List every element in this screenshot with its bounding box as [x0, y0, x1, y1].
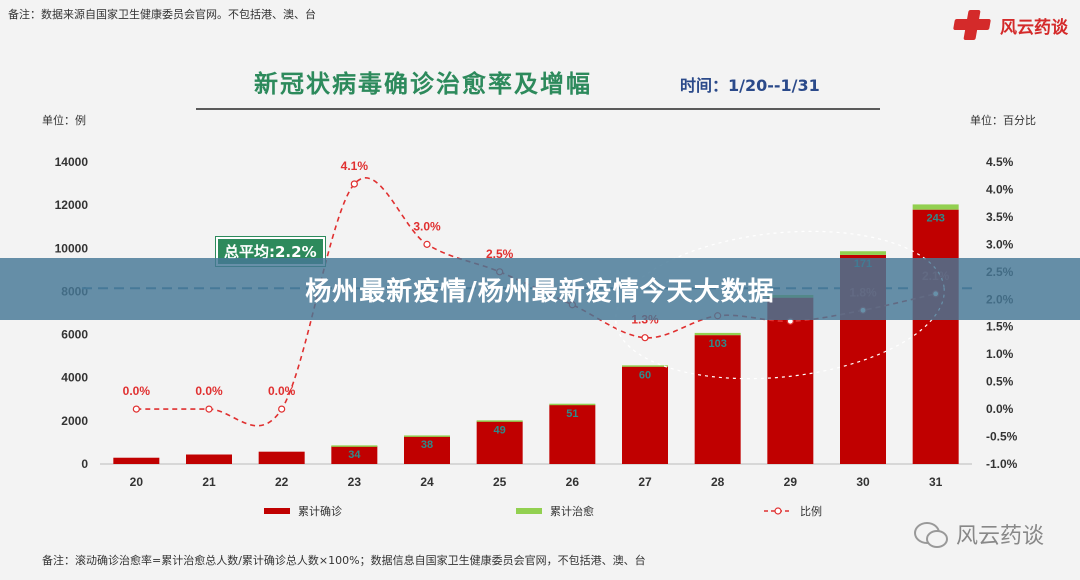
legend-label-confirmed: 累计确诊	[298, 505, 342, 518]
watermark-text: 风云药谈	[955, 524, 1044, 549]
legend-label-cured: 累计治愈	[550, 505, 594, 518]
bar-data-label: 243	[926, 213, 944, 225]
time-range: 时间：1/20--1/31	[680, 76, 820, 95]
brand-name: 风云药谈	[1000, 17, 1068, 38]
legend-ratio: 比例	[764, 503, 822, 519]
right-tick-label: -0.5%	[986, 430, 1018, 444]
bar-data-label: 34	[348, 449, 361, 461]
wechat-icon	[913, 520, 948, 548]
x-tick-label: 20	[130, 475, 144, 489]
legend-label-ratio: 比例	[800, 505, 822, 518]
bar-confirmed	[476, 421, 523, 464]
ratio-data-label: 4.1%	[341, 159, 369, 173]
source-note-bottom: 备注：滚动确诊治愈率=累计治愈总人数/累计确诊总人数×100%；数据信息自国家卫…	[42, 554, 646, 567]
source-note-top: 备注：数据来源自国家卫生健康委员会官网。不包括港、澳、台	[8, 8, 316, 21]
ratio-point	[132, 405, 140, 413]
brand-logo: 风云药谈	[950, 8, 1068, 42]
left-axis-unit: 单位：例	[42, 114, 86, 127]
legend-swatch-confirmed	[264, 508, 290, 514]
bar-cured	[476, 420, 523, 422]
bar-confirmed	[912, 209, 959, 464]
bar-data-label: 60	[639, 370, 651, 382]
right-tick-label: 0.5%	[986, 375, 1014, 389]
bar-confirmed	[404, 436, 450, 464]
bar-data-label: 38	[421, 439, 433, 451]
bar-confirmed	[767, 297, 814, 464]
x-tick-label: 25	[493, 475, 507, 489]
right-tick-label: 4.0%	[986, 182, 1014, 196]
watermark: 风云药谈	[913, 518, 1044, 550]
right-tick-label: -1.0%	[986, 457, 1018, 471]
ratio-point	[641, 334, 649, 342]
bar-cured	[840, 251, 886, 255]
left-tick-label: 10000	[55, 241, 89, 255]
right-tick-label: 0.0%	[986, 402, 1014, 416]
bar-confirmed	[186, 454, 232, 464]
bar-cured	[404, 435, 450, 437]
left-tick-label: 4000	[61, 371, 88, 385]
bar-confirmed	[331, 446, 378, 464]
left-tick-label: 0	[81, 457, 88, 471]
bar-confirmed	[113, 457, 160, 464]
x-tick-label: 22	[275, 475, 289, 489]
left-tick-label: 12000	[55, 198, 89, 212]
bar-confirmed	[694, 335, 741, 464]
legend-confirmed: 累计确诊	[264, 503, 342, 519]
headline-text: 杨州最新疫情/杨州最新疫情今天大数据	[305, 276, 775, 307]
left-tick-label: 14000	[55, 155, 89, 169]
right-axis-unit: 单位：百分比	[970, 114, 1036, 127]
bar-cured	[549, 403, 596, 406]
bar-cured	[331, 445, 378, 447]
bar-confirmed	[258, 451, 305, 464]
ratio-data-label: 0.0%	[123, 384, 151, 398]
ratio-data-label: 2.5%	[486, 247, 514, 261]
x-tick-label: 26	[566, 475, 580, 489]
legend-swatch-cured	[516, 508, 542, 514]
bar-cured	[912, 204, 959, 210]
right-tick-label: 1.0%	[986, 347, 1014, 361]
legend-swatch-ratio	[764, 507, 792, 515]
x-tick-label: 28	[711, 475, 725, 489]
x-tick-label: 24	[420, 475, 434, 489]
x-tick-label: 23	[348, 475, 362, 489]
x-tick-label: 29	[784, 475, 798, 489]
chart-title: 新冠状病毒确诊治愈率及增幅	[254, 70, 592, 98]
ratio-point	[205, 405, 213, 413]
x-tick-label: 21	[202, 475, 216, 489]
bar-data-label: 49	[494, 424, 506, 436]
right-tick-label: 4.5%	[986, 155, 1014, 169]
ratio-data-label: 0.0%	[195, 384, 223, 398]
x-tick-label: 31	[929, 475, 943, 489]
bar-confirmed	[622, 366, 668, 464]
bar-cured	[694, 332, 741, 336]
bar-data-label: 103	[708, 338, 726, 350]
x-tick-label: 30	[856, 475, 870, 489]
bar-data-label: 51	[566, 408, 578, 420]
right-tick-label: 3.0%	[986, 237, 1014, 251]
ratio-point	[423, 240, 431, 248]
legend-cured: 累计治愈	[516, 503, 594, 519]
ratio-point	[278, 405, 286, 413]
right-tick-label: 3.5%	[986, 210, 1014, 224]
title-bar: 新冠状病毒确诊治愈率及增幅 时间：1/20--1/31	[196, 58, 880, 110]
ratio-data-label: 3.0%	[413, 219, 441, 233]
headline-banner: 杨州最新疫情/杨州最新疫情今天大数据	[0, 258, 1080, 320]
left-tick-label: 2000	[61, 414, 88, 428]
bar-cured	[622, 365, 668, 367]
ratio-point	[350, 180, 358, 188]
ratio-data-label: 0.0%	[268, 384, 296, 398]
bar-confirmed	[549, 404, 596, 464]
x-tick-label: 27	[638, 475, 652, 489]
left-tick-label: 6000	[61, 328, 88, 342]
right-tick-label: 1.5%	[986, 320, 1014, 334]
